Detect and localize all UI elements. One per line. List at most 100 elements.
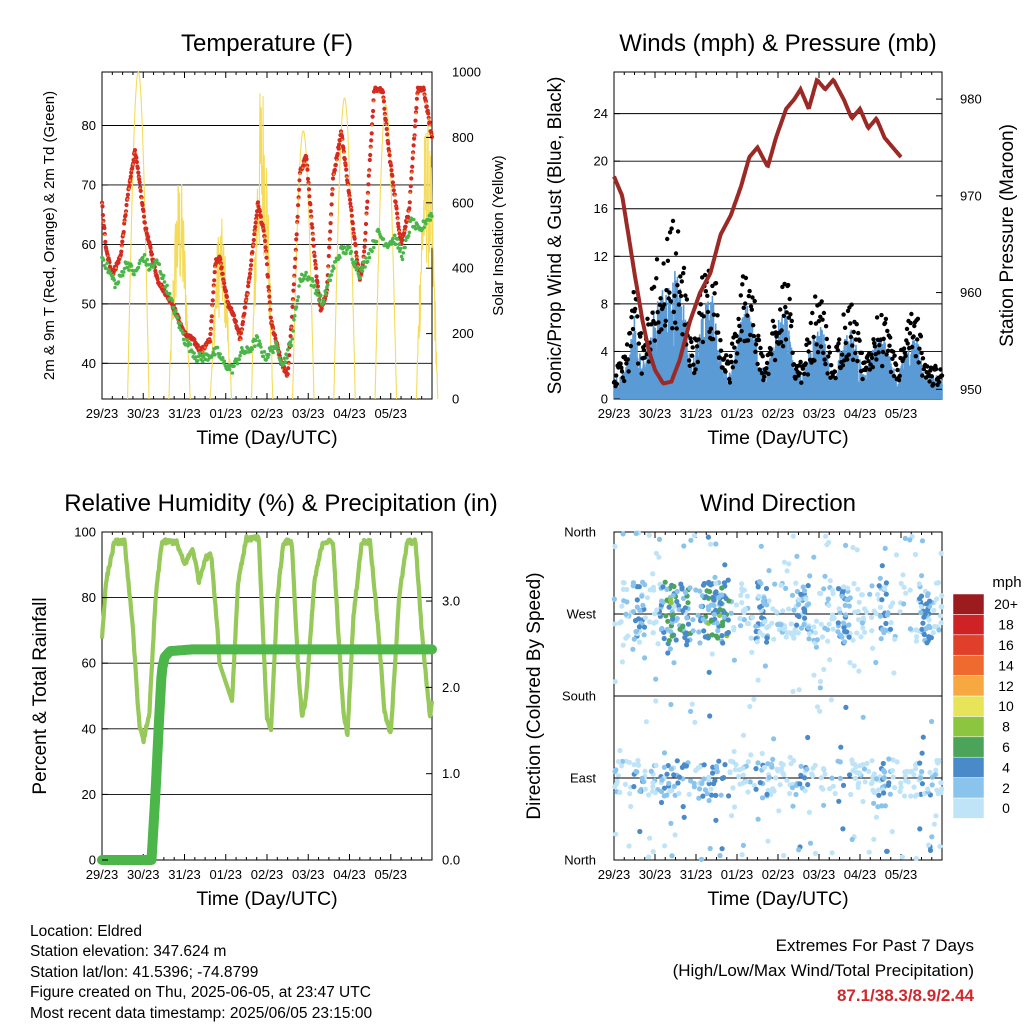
dewpoint-point: [165, 283, 169, 288]
temperature-point: [137, 180, 142, 185]
temperature-point: [292, 264, 297, 270]
dewpoint-point: [309, 283, 314, 288]
x-tick-label: 01/23: [209, 406, 242, 421]
legend-title: mph: [992, 574, 1021, 591]
temperature-9m-point: [242, 316, 245, 319]
direction-point: [897, 788, 903, 795]
y-tick-label: North: [564, 525, 596, 540]
direction-point: [637, 828, 643, 835]
wind-gust-point: [671, 309, 676, 315]
direction-point: [659, 598, 665, 604]
wind-gust-point: [756, 333, 761, 338]
direction-point: [725, 617, 731, 623]
chart-title: Winds (mph) & Pressure (mb): [619, 30, 936, 57]
direction-point: [848, 791, 854, 798]
direction-point: [743, 779, 749, 785]
direction-point: [714, 620, 720, 626]
temperature-9m-point: [363, 240, 367, 243]
wind-gust-point: [680, 332, 685, 337]
direction-point: [919, 781, 926, 787]
direction-point: [829, 850, 835, 856]
direction-point: [786, 561, 792, 567]
temperature-point: [148, 245, 153, 250]
direction-point: [901, 793, 908, 799]
y-right-tick-label: 2.0: [442, 680, 460, 695]
temperature-9m-point: [342, 151, 345, 154]
direction-point: [939, 604, 945, 610]
direction-point: [802, 588, 808, 594]
direction-point: [718, 792, 724, 798]
wind-gust-point: [855, 358, 860, 364]
wind-gust-point: [799, 380, 804, 385]
temperature-point: [127, 183, 132, 188]
x-tick-label: 03/23: [292, 406, 325, 421]
direction-point: [636, 639, 643, 645]
direction-point: [739, 581, 745, 587]
legend-label: 8: [1002, 719, 1010, 735]
winds-chart: 29/23 30/23 31/23 01/23 02/23 03/23 04/23 05/23…: [545, 30, 1018, 449]
direction-point: [664, 771, 670, 777]
wind-gust-point: [784, 310, 789, 315]
wind-gust-point: [638, 331, 644, 336]
wind-gust-point: [911, 334, 916, 339]
y-tick-label: 50: [82, 296, 96, 311]
wind-gust-point: [793, 376, 798, 381]
direction-point: [790, 688, 796, 695]
direction-point: [722, 562, 728, 568]
direction-point: [739, 852, 745, 858]
temperature-point: [116, 260, 121, 265]
direction-point: [842, 602, 848, 609]
wind-gust-point: [750, 295, 755, 300]
direction-point: [918, 609, 924, 616]
direction-point: [715, 628, 721, 634]
dewpoint-point: [313, 283, 317, 288]
x-tick-label: 30/23: [127, 867, 160, 882]
dewpoint-point: [142, 253, 147, 257]
temperature-point: [291, 288, 296, 293]
temperature-9m-point: [341, 138, 344, 142]
direction-point: [644, 595, 651, 601]
temperature-point: [308, 209, 313, 214]
direction-point: [837, 775, 844, 782]
dewpoint-point: [395, 237, 400, 241]
wind-gust-point: [897, 373, 902, 379]
y-tick-label: 70: [82, 177, 96, 192]
direction-point: [813, 618, 820, 624]
temperature-9m-point: [362, 256, 365, 259]
dewpoint-point: [365, 259, 370, 264]
direction-point: [919, 769, 925, 775]
direction-point: [697, 588, 703, 594]
dewpoint-point: [381, 237, 386, 241]
temperature-point: [248, 263, 254, 268]
dewpoint-point: [406, 234, 411, 238]
wind-gust-point: [641, 347, 647, 353]
direction-point: [770, 786, 776, 792]
direction-point: [883, 620, 889, 627]
direction-point: [835, 620, 841, 626]
direction-point: [856, 780, 862, 786]
direction-point: [765, 838, 771, 844]
temperature-point: [315, 280, 320, 285]
temperature-9m-point: [100, 202, 104, 205]
wind-gust-point: [618, 361, 623, 366]
direction-point: [681, 814, 687, 820]
temperature-9m-point: [201, 350, 204, 354]
direction-point: [621, 598, 627, 604]
direction-point: [731, 657, 738, 663]
direction-point: [911, 772, 917, 778]
direction-point: [878, 636, 884, 642]
temperature-point: [385, 132, 390, 137]
dewpoint-point: [116, 280, 121, 284]
direction-point: [627, 791, 633, 797]
x-tick-label: 01/23: [721, 406, 754, 421]
dewpoint-point: [356, 271, 361, 276]
direction-point: [907, 769, 913, 775]
direction-point: [830, 626, 836, 632]
dewpoint-point: [364, 256, 368, 260]
temperature-point: [285, 371, 290, 377]
temperature-point: [122, 221, 127, 226]
temperature-point: [268, 315, 273, 320]
direction-point: [690, 617, 696, 623]
wind-gust-point: [907, 331, 913, 336]
wind-gust-point: [764, 360, 770, 366]
